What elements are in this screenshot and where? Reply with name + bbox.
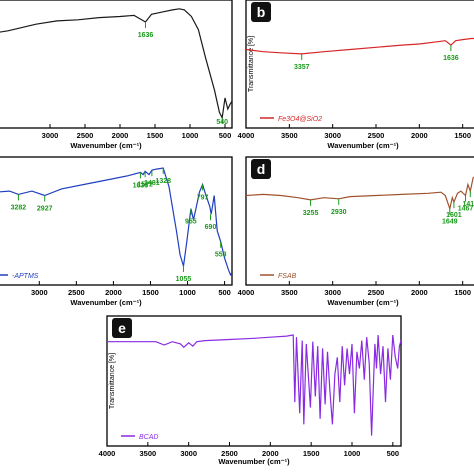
ftir-panel-4: 4000 3500 3000 2500 2000 1500 Wavenumber (cm⁻¹… xyxy=(238,156,474,307)
peak-label: 1636 xyxy=(443,55,459,62)
x-axis-label: Wavenumber (cm⁻¹) xyxy=(218,457,290,466)
x-tick-label: 4000 xyxy=(99,449,116,458)
x-tick-label: 3500 xyxy=(281,288,298,297)
panel-letter: e xyxy=(118,320,126,336)
x-tick-label: 1500 xyxy=(454,131,471,140)
x-tick-label: 2500 xyxy=(221,449,238,458)
peak-label: 1055 xyxy=(176,276,192,283)
x-tick-label: 2000 xyxy=(105,288,122,297)
x-tick-label: 2000 xyxy=(411,131,428,140)
panel-letter: d xyxy=(257,161,266,177)
ftir-panel-5: 4000 3500 3000 2500 2000 1500 1000 500 Wavenumbe… xyxy=(99,315,402,466)
plot-frame xyxy=(0,0,233,129)
legend-label: FSAB xyxy=(278,273,297,280)
ftir-panel-1: 3000 2500 2000 1500 1000 500 Wavenumber (cm⁻¹)… xyxy=(0,0,233,150)
peak-label: 690 xyxy=(205,224,217,231)
x-tick-label: 2000 xyxy=(262,449,279,458)
x-tick-label: 3500 xyxy=(281,131,298,140)
x-tick-label: 2500 xyxy=(368,131,385,140)
plot-frame xyxy=(0,156,233,286)
panel-letter-badge xyxy=(251,159,271,179)
peak-label: 3357 xyxy=(294,64,310,71)
x-tick-label: 500 xyxy=(218,288,231,297)
x-tick-label: 500 xyxy=(387,449,400,458)
peak-label: 553 xyxy=(215,252,227,259)
x-tick-label: 3000 xyxy=(324,288,341,297)
x-tick-label: 1000 xyxy=(344,449,361,458)
panel-letter-badge xyxy=(112,318,132,338)
ftir-panel-3: 3000 2500 2000 1500 1000 500 Wavenumber (cm⁻¹)… xyxy=(0,156,233,307)
x-tick-label: 3000 xyxy=(42,131,59,140)
plot-frame xyxy=(245,0,474,129)
x-tick-label: 1000 xyxy=(182,131,199,140)
x-tick-label: 4000 xyxy=(238,288,255,297)
x-tick-label: 2500 xyxy=(77,131,94,140)
peak-label: 1636 xyxy=(133,182,149,189)
x-tick-label: 3000 xyxy=(324,131,341,140)
peak-label: 797 xyxy=(197,194,209,201)
x-tick-label: 3000 xyxy=(31,288,48,297)
legend-label: BCAD xyxy=(139,434,158,441)
spectrum-line xyxy=(246,176,474,211)
plot-frame xyxy=(245,156,474,286)
peak-label: 540 xyxy=(216,119,228,126)
plot-frame xyxy=(106,315,402,447)
legend-label: Fe3O4@SiO2 xyxy=(278,116,322,123)
x-tick-label: 500 xyxy=(219,131,232,140)
peak-label: 1412 xyxy=(463,201,474,208)
peak-label: 1636 xyxy=(138,32,154,39)
x-tick-label: 1500 xyxy=(303,449,320,458)
x-tick-label: 1500 xyxy=(142,288,159,297)
peak-label: 1601 xyxy=(446,212,462,219)
x-tick-label: 2500 xyxy=(368,288,385,297)
peak-label: 955 xyxy=(185,219,197,226)
peak-label: 3282 xyxy=(11,204,27,211)
x-tick-label: 4000 xyxy=(238,131,255,140)
panel-letter-badge xyxy=(251,2,271,22)
x-axis-label: Wavenumber (cm⁻¹) xyxy=(70,141,142,150)
legend-label: -APTMS xyxy=(12,273,39,280)
x-tick-label: 2000 xyxy=(112,131,129,140)
peak-label: 2927 xyxy=(37,206,53,213)
x-axis-label: Wavenumber (cm⁻¹) xyxy=(70,298,142,307)
spectrum-line xyxy=(0,167,232,277)
peak-label: 2930 xyxy=(331,209,347,216)
panel-letter: b xyxy=(257,4,266,20)
y-axis-label: Transmittance [%] xyxy=(248,36,255,92)
spectrum-line xyxy=(107,334,401,436)
peak-label: 1481 xyxy=(144,180,160,187)
peak-label: 1649 xyxy=(442,219,458,226)
x-tick-label: 3000 xyxy=(180,449,197,458)
spectrum-line xyxy=(246,37,474,55)
x-tick-label: 2500 xyxy=(68,288,85,297)
x-tick-label: 2000 xyxy=(411,288,428,297)
ftir-panel-2: 4000 3500 3000 2500 2000 1500 Wavenumber (cm⁻¹… xyxy=(238,0,474,150)
x-axis-label: Wavenumber (cm⁻¹) xyxy=(327,298,399,307)
peak-label: 1572 xyxy=(137,181,153,188)
x-tick-label: 1000 xyxy=(179,288,196,297)
y-axis-label: Transmittance [%] xyxy=(109,353,116,409)
peak-label: 1467 xyxy=(458,206,474,213)
spectrum-line xyxy=(0,8,232,120)
x-tick-label: 1500 xyxy=(454,288,471,297)
x-tick-label: 1500 xyxy=(147,131,164,140)
peak-label: 1328 xyxy=(155,178,171,185)
x-axis-label: Wavenumber (cm⁻¹) xyxy=(327,141,399,150)
x-tick-label: 3500 xyxy=(139,449,156,458)
peak-label: 3255 xyxy=(303,210,319,217)
